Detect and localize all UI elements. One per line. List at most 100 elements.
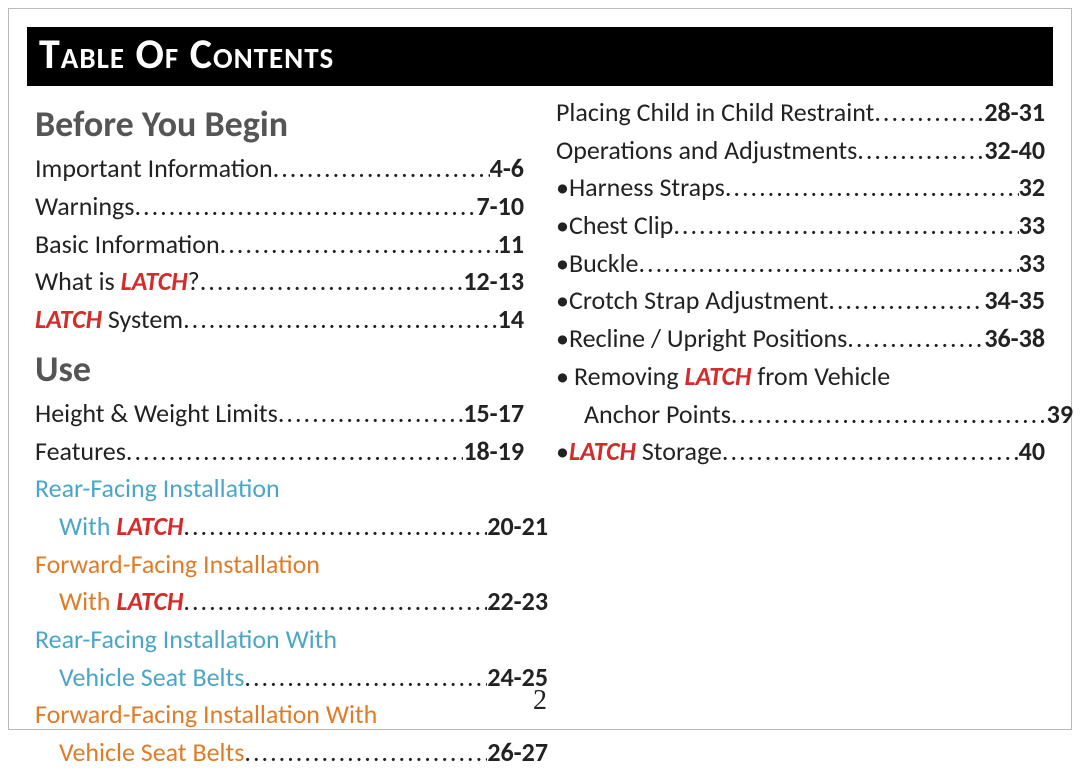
entry-page: 11 bbox=[498, 226, 524, 264]
toc-entry: • Recline / Upright Positions ..........… bbox=[556, 320, 1045, 358]
entry-page: 33 bbox=[1019, 207, 1045, 245]
toc-columns: Before You Begin Important Information .… bbox=[35, 94, 1045, 772]
toc-entry: Warnings ...............................… bbox=[35, 188, 524, 226]
leader-dots: ........................................… bbox=[722, 433, 1019, 471]
leader-dots: ........................................… bbox=[857, 132, 984, 170]
entry-label: Anchor Points bbox=[584, 396, 731, 434]
leader-dots: ........................................… bbox=[278, 395, 464, 433]
toc-entry: Features ...............................… bbox=[35, 433, 524, 471]
entry-label: LATCH System bbox=[35, 301, 183, 339]
entry-label: Height & Weight Limits bbox=[35, 395, 278, 433]
entry-label: Removing LATCH from Vehicle bbox=[574, 358, 890, 396]
leader-dots: ........................................… bbox=[874, 94, 984, 132]
bullet-icon: • bbox=[556, 320, 569, 358]
page-frame: Table Of Contents Before You Begin Impor… bbox=[8, 8, 1072, 730]
leader-dots: ........................................… bbox=[126, 433, 463, 471]
entry-label: With LATCH bbox=[59, 583, 183, 621]
leader-dots: ........................................… bbox=[273, 150, 490, 188]
toc-entry-multiline: Forward-Facing Installation With LATCH .… bbox=[35, 546, 524, 621]
page-title: Table Of Contents bbox=[27, 27, 1053, 86]
leader-dots: ........................................… bbox=[200, 263, 464, 301]
text: from Vehicle bbox=[751, 360, 890, 392]
entry-label: LATCH Storage bbox=[569, 433, 722, 471]
entry-page: 28-31 bbox=[984, 94, 1045, 132]
leader-dots: ........................................… bbox=[220, 226, 498, 264]
text: With bbox=[59, 510, 116, 542]
entry-page: 40 bbox=[1019, 433, 1045, 471]
entry-page: 36-38 bbox=[984, 320, 1045, 358]
entry-label: Vehicle Seat Belts bbox=[59, 734, 244, 772]
leader-dots: ........................................… bbox=[828, 282, 984, 320]
leader-dots: ........................................… bbox=[673, 207, 1018, 245]
entry-label: Chest Clip bbox=[569, 207, 673, 245]
latch-word: LATCH bbox=[35, 303, 102, 335]
toc-entry: Important Information ..................… bbox=[35, 150, 524, 188]
bullet-icon: • bbox=[556, 169, 569, 207]
leader-dots: ........................................… bbox=[134, 188, 476, 226]
text: System bbox=[102, 303, 183, 335]
section-use: Use bbox=[35, 343, 524, 395]
entry-label: Rear-Facing Installation bbox=[35, 470, 524, 508]
leader-dots: ........................................… bbox=[183, 583, 487, 621]
leader-dots: ........................................… bbox=[847, 320, 984, 358]
leader-dots: ........................................… bbox=[183, 508, 487, 546]
entry-page: 15-17 bbox=[463, 395, 524, 433]
entry-label: Warnings bbox=[35, 188, 134, 226]
leader-dots: ........................................… bbox=[183, 301, 498, 339]
text: What is bbox=[35, 265, 121, 297]
text: Storage bbox=[636, 435, 722, 467]
entry-label: Basic Information bbox=[35, 226, 220, 264]
leader-dots: ........................................… bbox=[638, 245, 1018, 283]
toc-entry: • LATCH Storage ........................… bbox=[556, 433, 1045, 471]
entry-label: Important Information bbox=[35, 150, 273, 188]
right-column: Placing Child in Child Restraint .......… bbox=[556, 94, 1045, 772]
entry-label: Buckle bbox=[569, 245, 639, 283]
entry-page: 32-40 bbox=[984, 132, 1045, 170]
entry-page: 32 bbox=[1019, 169, 1045, 207]
latch-word: LATCH bbox=[121, 265, 188, 297]
toc-entry: What is LATCH? .........................… bbox=[35, 263, 524, 301]
leader-dots: ........................................… bbox=[731, 396, 1047, 434]
leader-dots: ........................................… bbox=[725, 169, 1019, 207]
bullet-icon: • bbox=[556, 282, 569, 320]
latch-word: LATCH bbox=[116, 585, 183, 617]
leader-dots: ........................................… bbox=[244, 734, 487, 772]
entry-label: Operations and Adjustments bbox=[556, 132, 857, 170]
left-column: Before You Begin Important Information .… bbox=[35, 94, 524, 772]
entry-page: 20-21 bbox=[487, 508, 548, 546]
toc-entry: Height & Weight Limits .................… bbox=[35, 395, 524, 433]
entry-page: 4-6 bbox=[490, 150, 524, 188]
entry-page: 34-35 bbox=[984, 282, 1045, 320]
entry-label: Recline / Upright Positions bbox=[569, 320, 847, 358]
entry-page: 18-19 bbox=[463, 433, 524, 471]
toc-entry: • Buckle ...............................… bbox=[556, 245, 1045, 283]
toc-entry: LATCH System ...........................… bbox=[35, 301, 524, 339]
entry-page: 39 bbox=[1047, 396, 1073, 434]
toc-entry-multiline: Rear-Facing Installation With LATCH ....… bbox=[35, 470, 524, 545]
toc-entry: Operations and Adjustments .............… bbox=[556, 132, 1045, 170]
entry-label: Features bbox=[35, 433, 126, 471]
bullet-icon: • bbox=[556, 358, 574, 396]
entry-page: 14 bbox=[498, 301, 524, 339]
latch-word: LATCH bbox=[569, 435, 636, 467]
text: With bbox=[59, 585, 116, 617]
latch-word: LATCH bbox=[116, 510, 183, 542]
entry-page: 12-13 bbox=[463, 263, 524, 301]
toc-entry: • Harness Straps .......................… bbox=[556, 169, 1045, 207]
bullet-icon: • bbox=[556, 245, 569, 283]
toc-entry: • Crotch Strap Adjustment ..............… bbox=[556, 282, 1045, 320]
entry-page: 22-23 bbox=[487, 583, 548, 621]
entry-page: 26-27 bbox=[487, 734, 548, 772]
entry-label: Crotch Strap Adjustment bbox=[569, 282, 828, 320]
entry-label: Rear-Facing Installation With bbox=[35, 621, 524, 659]
text: Removing bbox=[574, 360, 684, 392]
text: ? bbox=[188, 265, 200, 297]
entry-label: Harness Straps bbox=[569, 169, 725, 207]
latch-word: LATCH bbox=[684, 360, 751, 392]
toc-entry-multiline: • Removing LATCH from Vehicle Anchor Poi… bbox=[556, 358, 1045, 433]
toc-entry: Basic Information ......................… bbox=[35, 226, 524, 264]
page-number: 2 bbox=[9, 685, 1071, 717]
entry-label: Forward-Facing Installation bbox=[35, 546, 524, 584]
toc-entry: • Chest Clip ...........................… bbox=[556, 207, 1045, 245]
entry-page: 7-10 bbox=[477, 188, 525, 226]
